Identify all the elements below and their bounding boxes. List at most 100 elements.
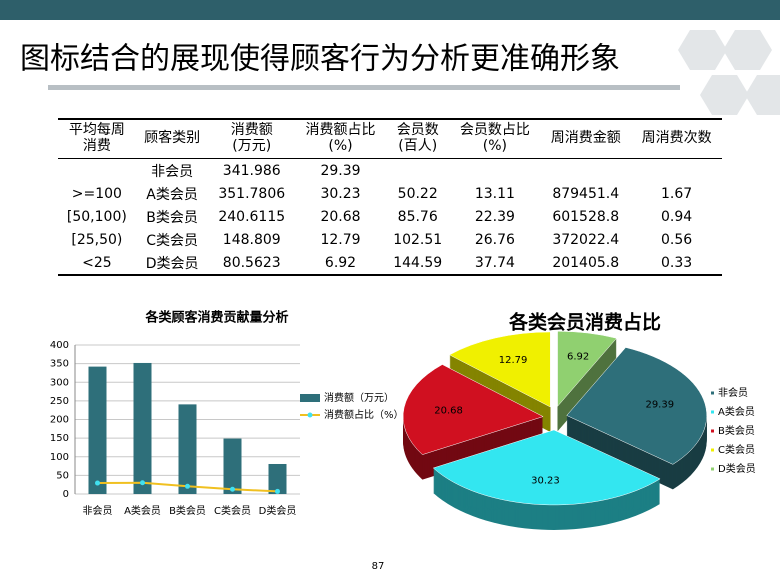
- data-label: 20.68: [434, 406, 463, 417]
- y-tick-label: 0: [63, 489, 69, 500]
- table-cell: 240.6115: [218, 208, 286, 225]
- table-cell: >=100: [71, 185, 122, 202]
- table-cell: 6.92: [295, 251, 386, 276]
- legend-label: A类会员: [718, 405, 755, 418]
- table-cell: [50,100): [66, 208, 127, 225]
- header-cell: 消费额 (万元): [208, 118, 296, 159]
- slide-title: 图标结合的展现使得顾客行为分析更准确形象: [20, 42, 620, 77]
- data-label: 29.39: [645, 400, 674, 411]
- pie-slice: [402, 364, 544, 455]
- data-table: 平均每周 消费 顾客类别 消费额 (万元) 消费额占比 (%) 会员数 (百人) 会员数占…: [58, 118, 722, 276]
- table-cell: 148.809: [222, 231, 281, 248]
- x-tick-label: C类会员: [214, 504, 251, 517]
- table-cell: A类会员: [146, 186, 198, 203]
- legend-swatch: [307, 412, 313, 418]
- legend-swatch: [711, 410, 714, 414]
- bar: [133, 362, 152, 494]
- page-number: 87: [372, 561, 385, 572]
- pie-slice: [566, 347, 707, 465]
- y-tick-label: 300: [50, 377, 69, 388]
- table-cell: 372022.4: [552, 231, 620, 248]
- table-cell: 22.39: [474, 208, 515, 225]
- table-cell: [450, 159, 541, 183]
- pie-slice: [432, 429, 661, 506]
- header-cell: 平均每周 消费: [58, 118, 136, 159]
- x-tick-label: D类会员: [259, 504, 297, 517]
- table-cell: 80.5623: [208, 251, 296, 276]
- legend-label: 非会员: [718, 386, 748, 399]
- table-cell: 601528.8: [552, 208, 620, 225]
- table-cell: 102.51: [393, 231, 443, 248]
- pie-slice: [557, 331, 618, 407]
- pie-slice: [449, 331, 551, 408]
- table-cell: 20.68: [320, 208, 361, 225]
- table-cell: 非会员: [151, 163, 194, 180]
- top-bar: [0, 0, 780, 20]
- y-tick-label: 250: [50, 396, 69, 407]
- legend-swatch: [711, 429, 714, 433]
- bar: [88, 366, 107, 494]
- title-underline: [48, 85, 680, 90]
- table-cell: <25: [58, 251, 136, 276]
- table-cell: 341.986: [222, 162, 281, 179]
- header-cell: 消费额占比 (%): [295, 118, 386, 159]
- table-cell: D类会员: [135, 251, 209, 276]
- x-tick-label: A类会员: [124, 504, 161, 517]
- x-tick-label: 非会员: [83, 504, 113, 517]
- line-marker: [95, 480, 100, 486]
- table-cell: B类会员: [146, 209, 198, 226]
- table-cell: 0.94: [660, 208, 693, 225]
- table-row: <25 D类会员 80.5623 6.92 144.59 37.74 201405.8 0.3…: [58, 251, 722, 276]
- line-marker: [275, 488, 280, 494]
- table-row: 非会员 341.986 29.39: [58, 159, 722, 183]
- table-cell: [58, 159, 136, 183]
- bar: [178, 404, 197, 494]
- header-cell: 顾客类别: [135, 118, 209, 159]
- y-tick-label: 50: [56, 470, 69, 481]
- table-cell: 879451.4: [552, 185, 620, 202]
- table-cell: 50.22: [397, 185, 438, 202]
- header-cell: 会员数占比 (%): [449, 118, 541, 159]
- table-cell: 30.23: [320, 185, 361, 202]
- table-cell: 29.39: [320, 162, 361, 179]
- header-cell: 会员数 (百人): [385, 118, 450, 159]
- table-cell: 0.33: [631, 251, 722, 276]
- legend-label: 消费额（万元）: [324, 391, 394, 404]
- chart-title: 各类会员消费占比: [508, 311, 661, 334]
- line-marker: [185, 483, 190, 489]
- legend-swatch: [300, 394, 320, 402]
- legend-label: D类会员: [718, 462, 756, 475]
- table-cell: 12.79: [320, 231, 361, 248]
- data-label: 30.23: [531, 476, 560, 487]
- bar: [223, 438, 242, 494]
- line-marker: [140, 480, 145, 486]
- legend-label: B类会员: [718, 424, 755, 437]
- header-cell: 周消费次数: [631, 118, 722, 159]
- table-cell: 26.76: [474, 231, 515, 248]
- table-cell: C类会员: [146, 232, 198, 249]
- table-cell: [631, 159, 722, 183]
- legend-label: C类会员: [718, 443, 755, 456]
- y-tick-label: 350: [50, 359, 69, 370]
- line-marker: [230, 486, 235, 492]
- table-cell: 0.56: [660, 231, 693, 248]
- data-label: 6.92: [567, 351, 589, 362]
- legend-swatch: [711, 467, 714, 471]
- table-cell: 201405.8: [540, 251, 632, 276]
- table-cell: 13.11: [474, 185, 515, 202]
- y-tick-label: 200: [50, 415, 69, 426]
- legend-label: 消费额占比（%）: [324, 408, 404, 421]
- table-cell: 144.59: [385, 251, 450, 276]
- x-tick-label: B类会员: [169, 504, 206, 517]
- table-cell: [25,50): [71, 231, 123, 248]
- header-cell: 周消费金额: [540, 118, 632, 159]
- legend-swatch: [711, 391, 714, 395]
- data-label: 12.79: [499, 355, 528, 366]
- y-tick-label: 100: [50, 452, 69, 463]
- chart-title: 各类顾客消费贡献量分析: [144, 310, 288, 326]
- table-row: >=100 A类会员 351.7806 30.23 50.22 13.11 879451.4…: [58, 182, 722, 205]
- table-cell: [386, 159, 450, 183]
- table-row: [50,100) B类会员 240.6115 20.68 85.76 22.39 60152…: [58, 205, 722, 228]
